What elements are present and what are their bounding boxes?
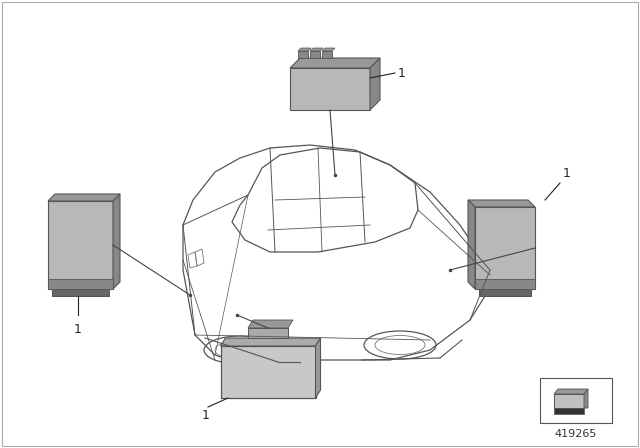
Polygon shape xyxy=(370,58,380,110)
Polygon shape xyxy=(584,389,588,408)
Bar xyxy=(248,328,288,338)
Polygon shape xyxy=(468,200,475,289)
Text: 1: 1 xyxy=(74,323,82,336)
Polygon shape xyxy=(310,48,323,51)
Bar xyxy=(540,378,612,423)
Bar xyxy=(554,408,584,414)
Bar xyxy=(479,289,531,296)
Bar xyxy=(48,279,113,289)
Polygon shape xyxy=(248,320,293,328)
Polygon shape xyxy=(221,338,321,346)
Text: 1: 1 xyxy=(202,409,210,422)
Bar xyxy=(298,51,308,58)
Bar xyxy=(554,394,584,408)
Polygon shape xyxy=(290,58,380,68)
Polygon shape xyxy=(322,48,335,51)
Bar xyxy=(221,346,316,398)
Bar xyxy=(475,279,535,289)
Bar xyxy=(310,51,320,58)
Text: 1: 1 xyxy=(563,167,571,180)
Bar xyxy=(290,68,370,110)
Polygon shape xyxy=(298,48,311,51)
Polygon shape xyxy=(316,338,321,398)
Bar xyxy=(48,201,113,289)
Bar xyxy=(475,207,535,289)
Polygon shape xyxy=(468,200,535,207)
Bar xyxy=(322,51,332,58)
Polygon shape xyxy=(48,194,120,201)
Bar xyxy=(52,289,109,296)
Polygon shape xyxy=(113,194,120,289)
Polygon shape xyxy=(554,389,588,394)
Text: 419265: 419265 xyxy=(555,429,597,439)
Text: 1: 1 xyxy=(398,66,406,79)
